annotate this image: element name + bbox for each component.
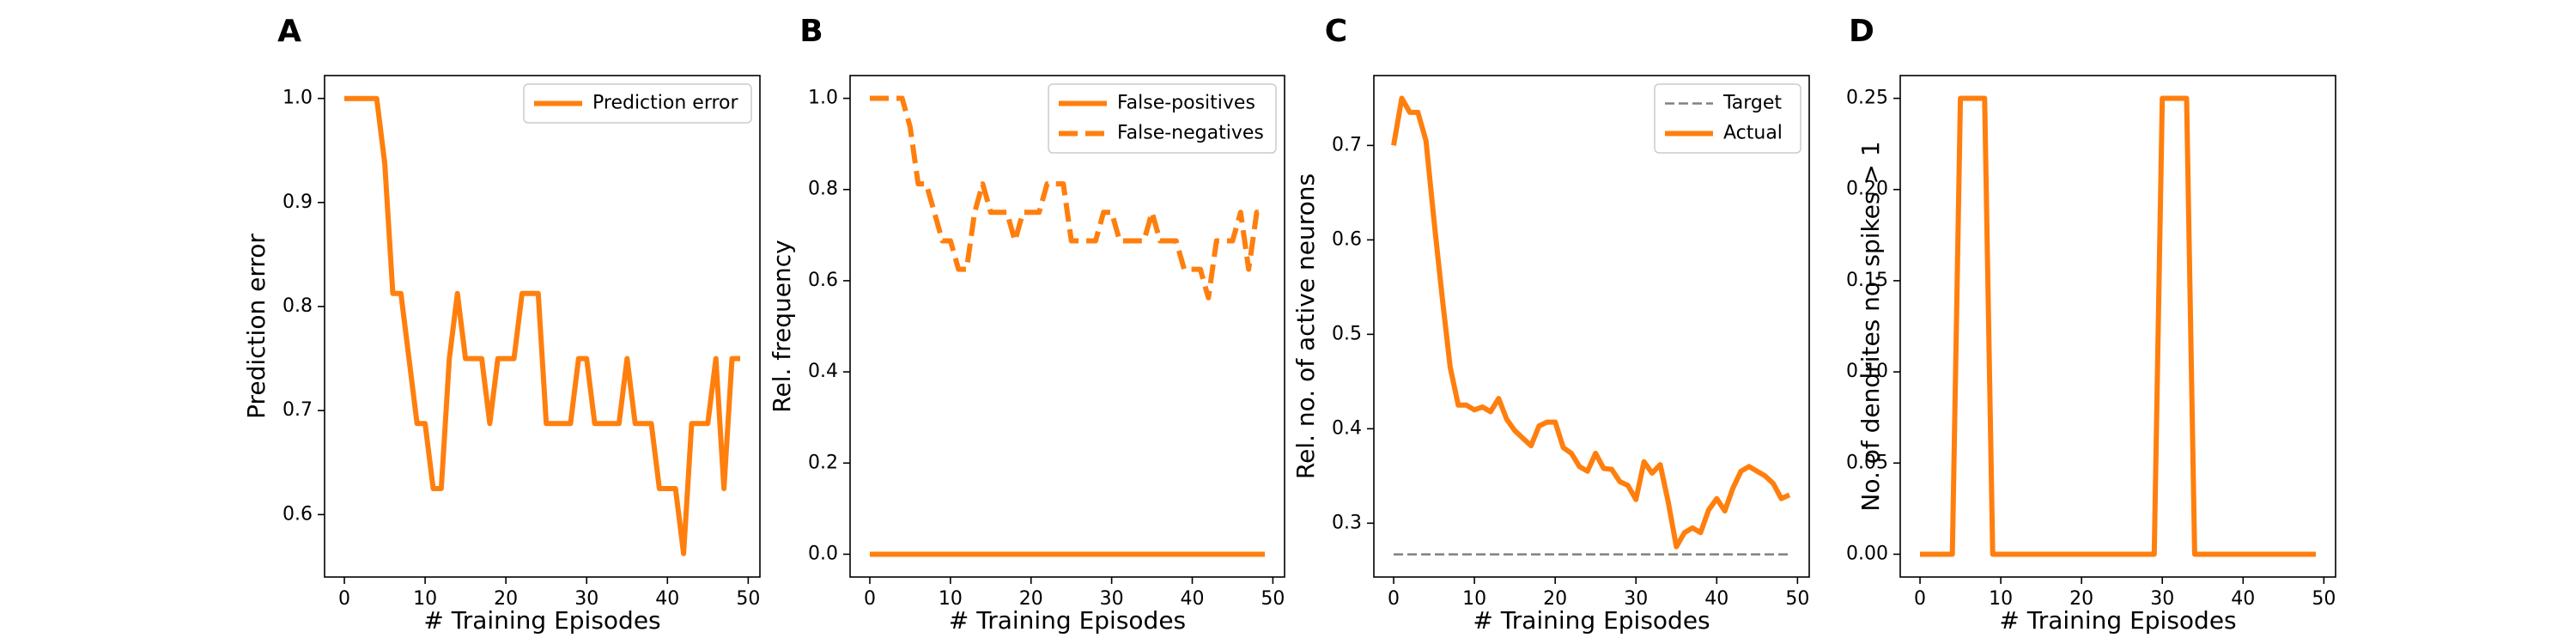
x-axis-label: # Training Episodes (949, 606, 1186, 635)
x-tick-label: 10 (413, 588, 437, 610)
legend: False-positives False-negatives (1048, 83, 1277, 154)
panel-b: B 0 10 20 30 40 50 0.0 0.2 0.4 0.6 0.8 1.0 # Training… (768, 14, 1285, 635)
y-tick-label: 0.0 (808, 543, 838, 564)
y-axis-label: Rel. frequency (768, 240, 796, 412)
legend-label: False-negatives (1117, 123, 1264, 144)
x-tick-label: 30 (574, 588, 598, 610)
x-axis-label: # Training Episodes (1473, 606, 1710, 635)
y-tick-label: 0.2 (808, 452, 838, 473)
x-tick-label: 0 (338, 588, 350, 610)
x-tick-label: 40 (1704, 588, 1728, 610)
axes-frame (324, 75, 761, 578)
panel-letter: B (799, 14, 823, 49)
series-line-actual (1391, 95, 1791, 550)
y-tick-label: 0.9 (283, 191, 313, 213)
x-tick-label: 30 (2150, 588, 2174, 610)
x-tick-label: 0 (1914, 588, 1926, 610)
legend-label: False-positives (1117, 93, 1255, 114)
y-tick-label: 0.00 (1846, 543, 1888, 564)
y-tick-label: 0.20 (1846, 179, 1888, 200)
x-tick-label: 40 (655, 588, 679, 610)
y-tick-label: 0.4 (808, 361, 838, 382)
axes-frame (1899, 75, 2336, 578)
x-tick-label: 50 (1785, 588, 1809, 610)
x-tick-label: 10 (1989, 588, 2013, 610)
panel-a: A 0 10 20 30 40 50 0.6 0.7 0.8 0.9 1.0 # Training Ep… (242, 14, 761, 635)
y-tick-label: 0.7 (1332, 134, 1362, 155)
y-tick-label: 0.7 (283, 399, 313, 421)
y-tick-label: 0.3 (1332, 512, 1362, 533)
y-tick-label: 0.6 (808, 270, 838, 291)
y-tick-label: 1.0 (808, 88, 838, 109)
x-axis-label: # Training Episodes (423, 606, 660, 635)
x-tick-label: 20 (1543, 588, 1567, 610)
x-tick-label: 20 (2069, 588, 2093, 610)
legend-label: Target (1722, 93, 1782, 114)
y-tick-label: 0.8 (808, 179, 838, 200)
legend: Prediction error (523, 83, 752, 124)
x-tick-label: 30 (1624, 588, 1648, 610)
axes-frame (1373, 75, 1810, 578)
x-tick-label: 40 (1181, 588, 1205, 610)
axes-frame (849, 75, 1285, 578)
x-tick-label: 50 (1261, 588, 1285, 610)
y-tick-label: 1.0 (283, 88, 313, 109)
x-tick-label: 0 (1388, 588, 1400, 610)
x-tick-label: 30 (1100, 588, 1124, 610)
y-axis-label: Rel. no. of active neurons (1291, 173, 1320, 479)
x-tick-label: 50 (736, 588, 760, 610)
y-axis-label: No. of dendrites no. spikes > 1 (1856, 141, 1885, 511)
panel-letter: D (1849, 14, 1874, 49)
y-tick-label: 0.6 (1332, 228, 1362, 250)
y-tick-label: 0.4 (1332, 417, 1362, 439)
y-tick-label: 0.10 (1846, 361, 1888, 382)
panel-d: D 0 10 20 30 40 50 0.00 0.05 0.10 0.15 0.20 0.25 # Tr… (1846, 14, 2336, 635)
x-tick-label: 20 (1019, 588, 1043, 610)
y-tick-label: 0.25 (1846, 88, 1888, 109)
y-tick-label: 0.05 (1846, 452, 1888, 473)
x-tick-label: 50 (2312, 588, 2336, 610)
panel-letter: A (277, 14, 301, 49)
legend-label: Prediction error (592, 93, 738, 114)
x-tick-label: 10 (1462, 588, 1486, 610)
legend-box (523, 83, 752, 124)
panel-letter: C (1325, 14, 1347, 49)
x-tick-label: 40 (2231, 588, 2255, 610)
x-tick-label: 10 (939, 588, 963, 610)
panel-c: C 0 10 20 30 40 50 0.3 0.4 0.5 0.6 0.7 # Training Ep… (1291, 14, 1810, 635)
y-tick-label: 0.15 (1846, 270, 1888, 291)
y-tick-label: 0.5 (1332, 323, 1362, 344)
series-line-false-negatives (870, 95, 1265, 301)
x-tick-label: 0 (864, 588, 876, 610)
y-tick-label: 0.8 (283, 295, 313, 317)
x-axis-label: # Training Episodes (1999, 606, 2236, 635)
y-tick-label: 0.6 (283, 503, 313, 525)
series-line-main (1920, 95, 2316, 557)
legend: Target Actual (1654, 83, 1801, 154)
legend-label: Actual (1723, 123, 1783, 144)
y-axis-label: Prediction error (242, 234, 270, 419)
x-tick-label: 20 (494, 588, 518, 610)
series-line-prediction-error (344, 95, 740, 556)
